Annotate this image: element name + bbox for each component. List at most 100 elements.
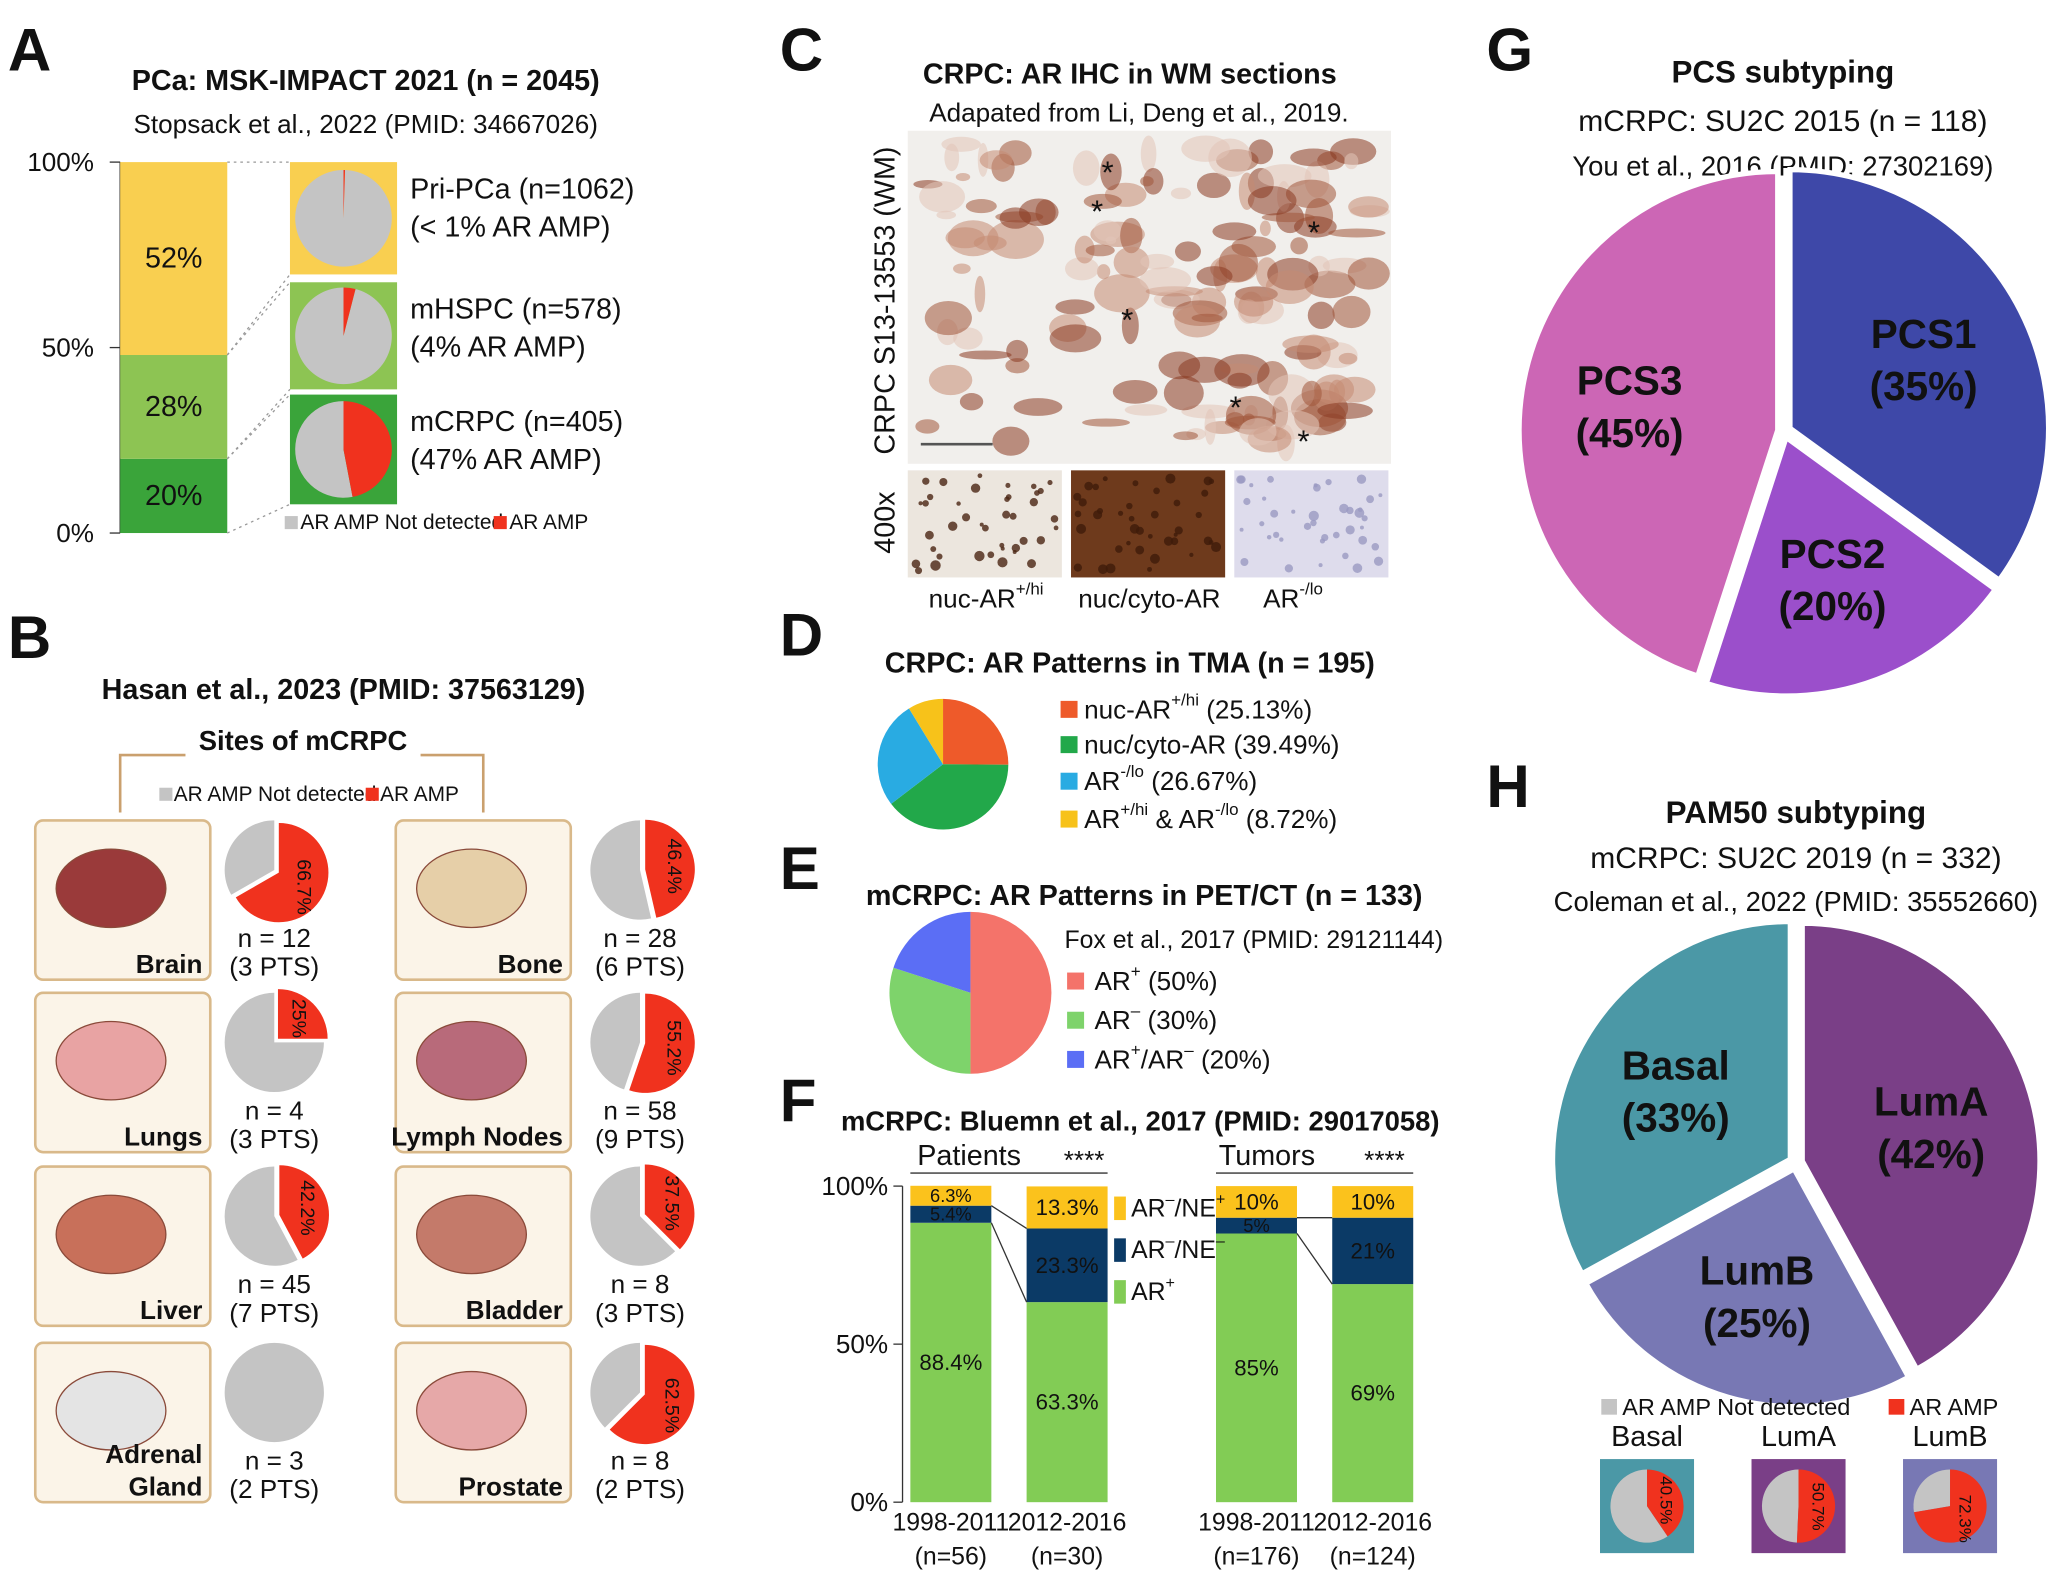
cell [1076,523,1087,534]
text-part: /AR [1141,1044,1185,1074]
cell [1358,535,1368,545]
pie-label: mCRPC (n=405) [410,406,623,438]
pts-label: (7 PTS) [229,1298,319,1328]
cell [1373,556,1384,566]
text-part: nuc-AR [929,583,1016,613]
superscript: +/hi [1171,690,1199,709]
cell [1135,526,1144,535]
pie-slice [343,169,346,219]
legend-label: AR AMP Not detected [174,783,377,806]
pie-slice [224,1342,324,1443]
cell [1128,515,1135,522]
legend-swatch [284,516,298,530]
legend-swatch [1067,1050,1085,1068]
panel-letter: B [8,604,51,671]
n-label: n = 8 [611,1269,670,1299]
x-tick-label: (n=124) [1330,1544,1416,1571]
cell [999,542,1005,548]
superscript: – [1184,1040,1194,1059]
cell [1098,564,1108,575]
tissue [1121,307,1139,345]
bar-label: 13.3% [1036,1195,1099,1220]
cell [948,521,958,531]
legend-swatch [1888,1399,1905,1415]
cell [1135,545,1145,555]
slice-label: Basal [1622,1042,1730,1088]
cell [1345,525,1355,535]
cell [1019,536,1028,545]
cell [1195,511,1202,519]
text-part: AR [1095,1005,1131,1035]
panel-letter: E [780,835,820,902]
bar-segment [1332,1284,1414,1503]
cell [1163,536,1174,546]
tissue [1248,139,1274,165]
side-label: 400x [870,491,902,554]
cell [1102,476,1108,482]
pie-slice [1913,1469,1951,1513]
text-part: AR [1131,1195,1165,1222]
tissue [1208,138,1252,178]
site-name: Bone [498,949,563,979]
pie-slice [629,993,695,1093]
tissue [1330,138,1377,165]
legend-label: nuc-AR+/hi (25.13%) [1084,690,1312,724]
tissue [953,327,983,350]
tissue [992,426,1030,456]
cell [1266,534,1272,540]
tissue [974,275,986,313]
cell [1078,498,1087,507]
x-tick-label: (n=56) [915,1544,987,1571]
cell [1009,512,1017,520]
connector [226,394,291,460]
group-label: Patients [917,1140,1021,1172]
cell [1310,519,1317,527]
cell [1352,563,1363,573]
legend-label: AR-/lo (26.67%) [1084,762,1257,796]
cell [1279,537,1284,542]
bar-label: 5% [1243,1215,1269,1236]
organ-icon [55,848,167,929]
tissue [1227,372,1252,389]
cell [1073,492,1082,501]
slice-label: 55.2% [663,1020,685,1076]
legend-swatch [1114,1196,1126,1221]
pie-slice [609,1344,695,1445]
bar-segment [120,354,228,459]
cell [939,477,948,487]
superscript: -/lo [1120,762,1144,781]
tissue [1347,257,1390,290]
tissue [1139,267,1192,293]
tissue [1049,324,1102,353]
cell [1208,478,1215,485]
cell [1259,521,1265,527]
superscript: +/hi [1016,579,1044,598]
pie-slice [295,169,392,267]
text-part: & AR [1148,804,1215,834]
text-part: AR [1084,804,1120,834]
tissue [1083,193,1122,209]
superscript: – [1166,1232,1175,1250]
pie-slice [1913,1469,1987,1543]
superscript: – [1166,1190,1175,1208]
citation: Coleman et al., 2022 (PMID: 35552660) [1554,886,2038,917]
tissue [1100,153,1122,191]
pie-slice [224,820,275,895]
cell [911,559,921,569]
cell [1092,483,1099,491]
bar-label: 69% [1351,1381,1395,1406]
tissue [953,263,971,274]
y-tick-label: 50% [836,1329,888,1359]
panel-letter: H [1486,753,1529,820]
legend-label: AR+/hi & AR-/lo (8.72%) [1084,800,1337,834]
organ-icon [415,1370,528,1451]
cell [970,483,981,493]
cell [1249,483,1254,488]
slice-label: 42.2% [296,1180,318,1236]
bar-label: 20% [145,480,202,512]
caption: nuc/cyto-AR [1078,583,1220,613]
tissue [1285,179,1337,209]
tissue [1247,186,1297,216]
cell [1273,531,1280,538]
